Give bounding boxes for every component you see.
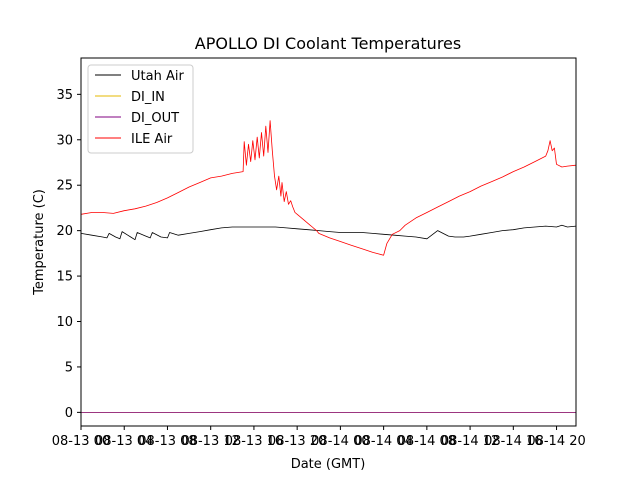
y-tick-label: 10 (56, 315, 73, 330)
y-tick-label: 5 (65, 360, 73, 375)
x-tick-label: 08-14 04 (354, 434, 412, 449)
x-axis-title: Date (GMT) (291, 457, 366, 472)
x-tick-label: 08-13 16 (225, 434, 283, 449)
legend-label: Utah Air (131, 69, 184, 84)
chart-title: APOLLO DI Coolant Temperatures (195, 34, 461, 53)
x-tick-label: 08-13 00 (52, 434, 110, 449)
legend-box (87, 64, 194, 154)
series-line-ile-air (81, 120, 576, 256)
legend-label: ILE Air (131, 132, 173, 147)
y-axis-title: Temperature (C) (32, 189, 47, 296)
plot-area (81, 120, 576, 413)
x-tick-label: 08-13 08 (138, 434, 196, 449)
y-tick-label: 35 (56, 88, 73, 103)
y-tick-label: 25 (56, 179, 73, 194)
x-tick-label: 08-14 08 (398, 434, 456, 449)
series-layer (81, 120, 576, 413)
x-tick-label: 08-13 04 (95, 434, 153, 449)
legend-label: DI_OUT (131, 111, 179, 126)
plot-frame (80, 57, 577, 427)
x-tick-label: 08-14 20 (527, 434, 585, 449)
x-tick-label: 08-14 12 (441, 434, 499, 449)
y-tick-label: 0 (65, 406, 73, 421)
y-axis: 0 5 10 15 20 25 30 35 (56, 88, 81, 421)
y-tick-label: 30 (56, 133, 73, 148)
legend: Utah Air DI_IN DI_OUT ILE Air (87, 64, 194, 154)
x-tick-label: 08-13 12 (181, 434, 239, 449)
legend-label: DI_IN (131, 90, 165, 105)
x-tick-label: 08-14 16 (484, 434, 542, 449)
x-tick-label: 08-14 00 (311, 434, 369, 449)
series-line-utah-air (81, 224, 576, 241)
x-tick-label: 08-13 20 (268, 434, 326, 449)
y-tick-label: 15 (56, 270, 73, 285)
y-tick-label: 20 (56, 224, 73, 239)
